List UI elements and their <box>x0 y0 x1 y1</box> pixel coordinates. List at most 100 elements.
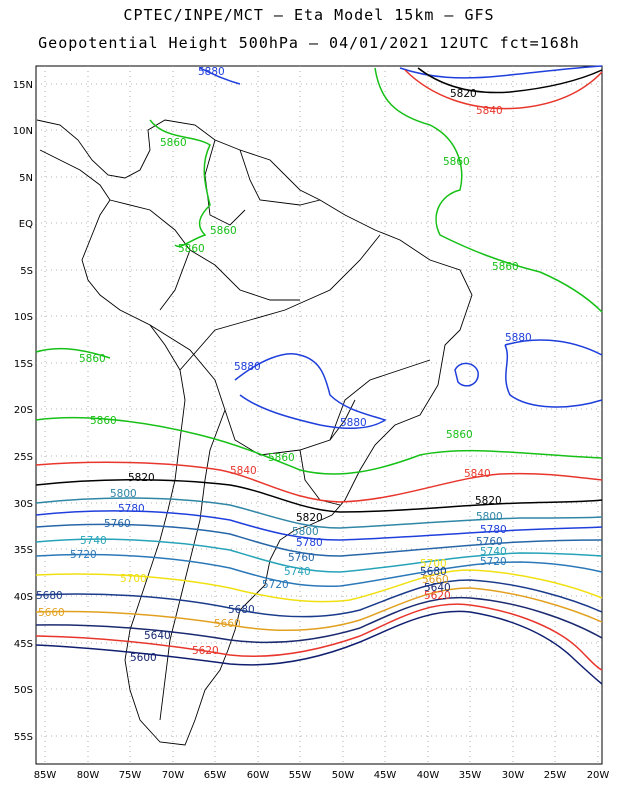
contour-label: 5860 <box>178 243 205 255</box>
contour-label: 5780 <box>118 503 145 515</box>
contour-label: 5800 <box>110 488 137 500</box>
contour-label: 5820 <box>296 512 323 524</box>
contour-lines <box>35 65 603 685</box>
contour-5880-north <box>199 67 241 85</box>
latitude-label: 55S <box>14 732 33 743</box>
longitude-label: 50W <box>332 770 355 781</box>
contour-label: 5700 <box>420 558 447 570</box>
latitude-label: 25S <box>14 452 33 463</box>
contour-label: 5640 <box>144 630 171 642</box>
contour-5880-bolivia <box>234 353 387 430</box>
contour-label: 5820 <box>450 88 477 100</box>
contour-5780 <box>35 510 603 541</box>
contour-label: 5660 <box>214 618 241 630</box>
latitude-label: 15N <box>13 80 33 91</box>
contour-label: 5760 <box>104 518 131 530</box>
latitude-label: 40S <box>14 592 33 603</box>
contour-5860-south <box>35 416 603 475</box>
latitude-label: 5S <box>20 266 33 277</box>
latitude-label: 45S <box>14 639 33 650</box>
longitude-label: 70W <box>162 770 185 781</box>
contour-label: 5620 <box>192 645 219 657</box>
contour-label: 5680 <box>420 566 447 578</box>
contour-label: 5880 <box>340 417 367 429</box>
contour-label: 5680 <box>228 604 255 616</box>
contour-label: 5760 <box>476 536 503 548</box>
contour-label: 5720 <box>262 579 289 591</box>
longitude-label: 85W <box>34 770 57 781</box>
contour-label: 5760 <box>288 552 315 564</box>
coastlines-and-borders <box>36 119 473 746</box>
latitude-label: 10S <box>14 312 33 323</box>
contour-label: 5780 <box>480 524 507 536</box>
longitude-label: 75W <box>119 770 142 781</box>
contour-label: 5800 <box>292 526 319 538</box>
latitude-label: 20S <box>14 405 33 416</box>
contour-label: 5840 <box>464 468 491 480</box>
contour-label: 5860 <box>268 452 295 464</box>
longitude-label: 30W <box>502 770 525 781</box>
contour-5860-north <box>374 67 603 313</box>
latitude-label: 30S <box>14 499 33 510</box>
contour-5820-north <box>417 67 603 94</box>
contour-5660 <box>35 587 603 631</box>
longitude-label: 55W <box>289 770 312 781</box>
contour-5640 <box>35 596 603 644</box>
contour-5620 <box>35 603 603 671</box>
contour-label: 5820 <box>128 472 155 484</box>
contour-5700 <box>35 569 603 603</box>
contour-label: 5660 <box>422 574 449 586</box>
contour-label: 5740 <box>80 535 107 547</box>
contour-5760 <box>35 523 603 557</box>
contour-label: 5720 <box>480 556 507 568</box>
contour-label: 5680 <box>36 590 63 602</box>
latitude-label: 5N <box>19 173 33 184</box>
contour-5600 <box>35 610 603 685</box>
contour-5740 <box>35 538 603 573</box>
latitude-label: 15S <box>14 359 33 370</box>
chart-title-line2: Geopotential Height 500hPa – 04/01/2021 … <box>38 34 580 52</box>
contour-label: 5740 <box>284 566 311 578</box>
latitude-label: 10N <box>13 126 33 137</box>
contour-label: 5820 <box>475 495 502 507</box>
longitude-label: 40W <box>417 770 440 781</box>
contour-label: 5860 <box>160 137 187 149</box>
longitude-label: 25W <box>544 770 567 781</box>
contour-5880-island <box>454 362 479 387</box>
map-frame <box>35 65 603 765</box>
longitude-label: 65W <box>204 770 227 781</box>
contour-label: 5860 <box>90 415 117 427</box>
contour-5840-south <box>35 461 603 503</box>
longitude-label: 80W <box>77 770 100 781</box>
contour-label: 5640 <box>424 582 451 594</box>
contour-label: 5780 <box>296 537 323 549</box>
contour-5820-south <box>35 479 603 513</box>
contour-label: 5740 <box>480 546 507 558</box>
contour-5800 <box>35 497 603 529</box>
latitude-label: EQ <box>19 219 33 230</box>
contour-label: 5860 <box>492 261 519 273</box>
graticule <box>36 66 602 764</box>
longitude-label: 60W <box>247 770 270 781</box>
contour-label: 5700 <box>120 573 147 585</box>
contour-label: 5600 <box>130 652 157 664</box>
contour-label: 5620 <box>424 590 451 602</box>
contour-5840-north <box>404 69 603 110</box>
contour-label: 5840 <box>230 465 257 477</box>
longitude-label: 20W <box>587 770 610 781</box>
contour-label: 5660 <box>38 607 65 619</box>
contour-label: 5860 <box>446 429 473 441</box>
contour-5880-atlantic <box>504 339 603 356</box>
chart-title-line1: CPTEC/INPE/MCT – Eta Model 15km – GFS <box>123 6 495 24</box>
contour-label: 5840 <box>476 105 503 117</box>
contour-label: 5860 <box>210 225 237 237</box>
contour-5880-east <box>504 344 603 408</box>
contour-5860-venezuela <box>149 119 211 247</box>
latitude-label: 35S <box>14 545 33 556</box>
longitude-label: 35W <box>459 770 482 781</box>
contour-label: 5720 <box>70 549 97 561</box>
contour-5720 <box>35 553 603 588</box>
contour-label: 5860 <box>79 353 106 365</box>
contour-5680 <box>35 579 603 618</box>
